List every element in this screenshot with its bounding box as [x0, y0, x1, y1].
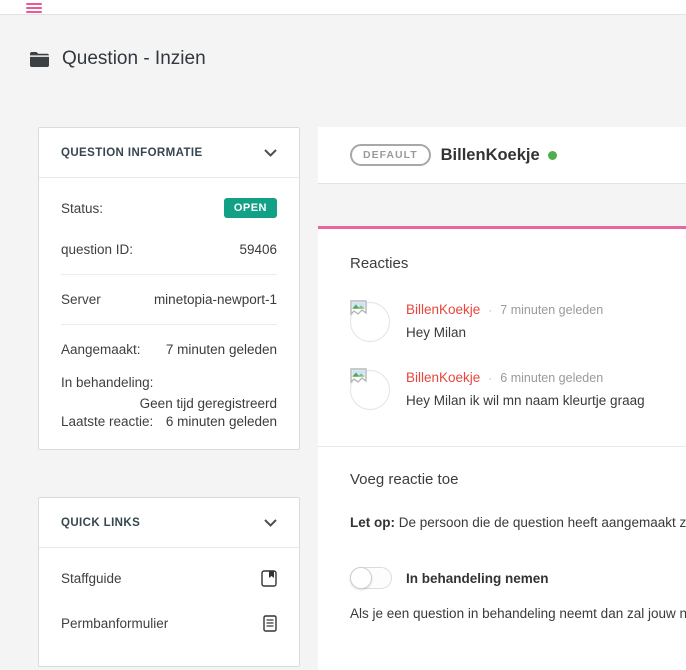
comment-timestamp: 6 minuten geleden: [500, 370, 604, 385]
online-status-dot-icon: [547, 150, 557, 160]
handling-value: Geen tijd geregistreerd: [139, 396, 277, 411]
file-text-icon: [263, 615, 277, 632]
ticket-author: BillenKoekje: [440, 145, 540, 164]
server-label: Server: [61, 292, 101, 307]
broken-image-icon: [350, 368, 390, 410]
last-reply-row: Laatste reactie: 6 minuten geleden: [61, 414, 277, 429]
question-info-body: Status: OPEN question ID: 59406 Server m…: [39, 178, 299, 449]
quick-links-panel: QUICK LINKS Staffguide Permbanformulier: [38, 497, 300, 667]
comment-text: Hey Milan: [406, 325, 467, 340]
divider: [61, 274, 277, 275]
status-badge: OPEN: [223, 198, 277, 218]
status-row: Status: OPEN: [61, 198, 277, 218]
server-value: minetopia-newport-1: [153, 292, 277, 307]
question-info-panel: QUESTION INFORMATIE Status: OPEN questio…: [38, 127, 300, 450]
panel-title: QUICK LINKS: [61, 516, 141, 529]
created-label: Aangemaakt:: [61, 342, 141, 357]
toggle-knob[interactable]: [350, 567, 372, 589]
toggle-label: In behandeling nemen: [406, 570, 549, 586]
chevron-down-icon[interactable]: [264, 148, 277, 157]
reacties-title: Reacties: [350, 255, 409, 272]
created-row: Aangemaakt: 7 minuten geleden: [61, 342, 277, 357]
handling-label: In behandeling:: [61, 375, 154, 390]
comment-meta: BillenKoekje · 6 minuten geleden: [406, 370, 645, 385]
comment-body: BillenKoekje · 7 minuten geleden Hey Mil…: [406, 302, 603, 342]
chevron-down-icon[interactable]: [264, 518, 277, 527]
page-header: Question - Inzien: [30, 48, 206, 70]
last-reply-value: 6 minuten geleden: [165, 414, 277, 429]
broken-image-icon: [350, 300, 390, 342]
question-id-row: question ID: 59406: [61, 242, 277, 257]
question-id-label: question ID:: [61, 242, 134, 257]
comment: BillenKoekje · 7 minuten geleden Hey Mil…: [350, 300, 686, 342]
divider: [318, 446, 686, 447]
in-behandeling-toggle[interactable]: [350, 567, 392, 589]
status-label: Status:: [61, 200, 104, 216]
notice-bold: Let op:: [350, 515, 395, 530]
question-info-header[interactable]: QUESTION INFORMATIE: [39, 128, 299, 178]
ticket-header: DEFAULT BillenKoekje: [318, 127, 686, 184]
notice-text: Let op: De persoon die de question heeft…: [350, 515, 686, 530]
comment-text: Hey Milan ik wil mn naam kleurtje graag: [406, 393, 645, 408]
add-reaction-title: Voeg reactie toe: [350, 471, 459, 488]
comment-meta: BillenKoekje · 7 minuten geleden: [406, 302, 603, 317]
default-badge: DEFAULT: [350, 144, 431, 166]
separator-dot: ·: [488, 302, 493, 317]
toggle-row: In behandeling nemen: [350, 567, 686, 589]
server-row: Server minetopia-newport-1: [61, 292, 277, 307]
comment-author-link[interactable]: BillenKoekje: [406, 302, 481, 317]
divider: [61, 324, 277, 325]
comment-body: BillenKoekje · 6 minuten geleden Hey Mil…: [406, 370, 645, 410]
link-permbanformulier[interactable]: Permbanformulier: [61, 615, 277, 632]
hamburger-icon[interactable]: [26, 3, 42, 13]
ticket-card: Reacties BillenKoekje · 7 minuten gelede…: [318, 226, 686, 670]
comment-timestamp: 7 minuten geleden: [500, 302, 604, 317]
question-id-value: 59406: [239, 242, 277, 257]
quick-links-body: Staffguide Permbanformulier: [39, 548, 299, 666]
quick-links-header[interactable]: QUICK LINKS: [39, 498, 299, 548]
page-title: Question - Inzien: [62, 48, 206, 69]
panel-title: QUESTION INFORMATIE: [61, 146, 203, 159]
comment-author-link[interactable]: BillenKoekje: [406, 370, 481, 385]
link-label: Staffguide: [61, 571, 122, 586]
toggle-help-text: Als je een question in behandeling neemt…: [350, 606, 686, 621]
last-reply-label: Laatste reactie:: [61, 414, 154, 429]
comment: BillenKoekje · 6 minuten geleden Hey Mil…: [350, 368, 686, 410]
journal-bookmark-icon: [261, 570, 277, 587]
link-staffguide[interactable]: Staffguide: [61, 570, 277, 587]
created-value: 7 minuten geleden: [165, 342, 277, 357]
top-bar: [0, 0, 686, 15]
notice-rest: De persoon die de question heeft aangema…: [398, 515, 686, 530]
separator-dot: ·: [488, 370, 493, 385]
link-label: Permbanformulier: [61, 616, 169, 631]
folder-icon: [30, 51, 49, 67]
